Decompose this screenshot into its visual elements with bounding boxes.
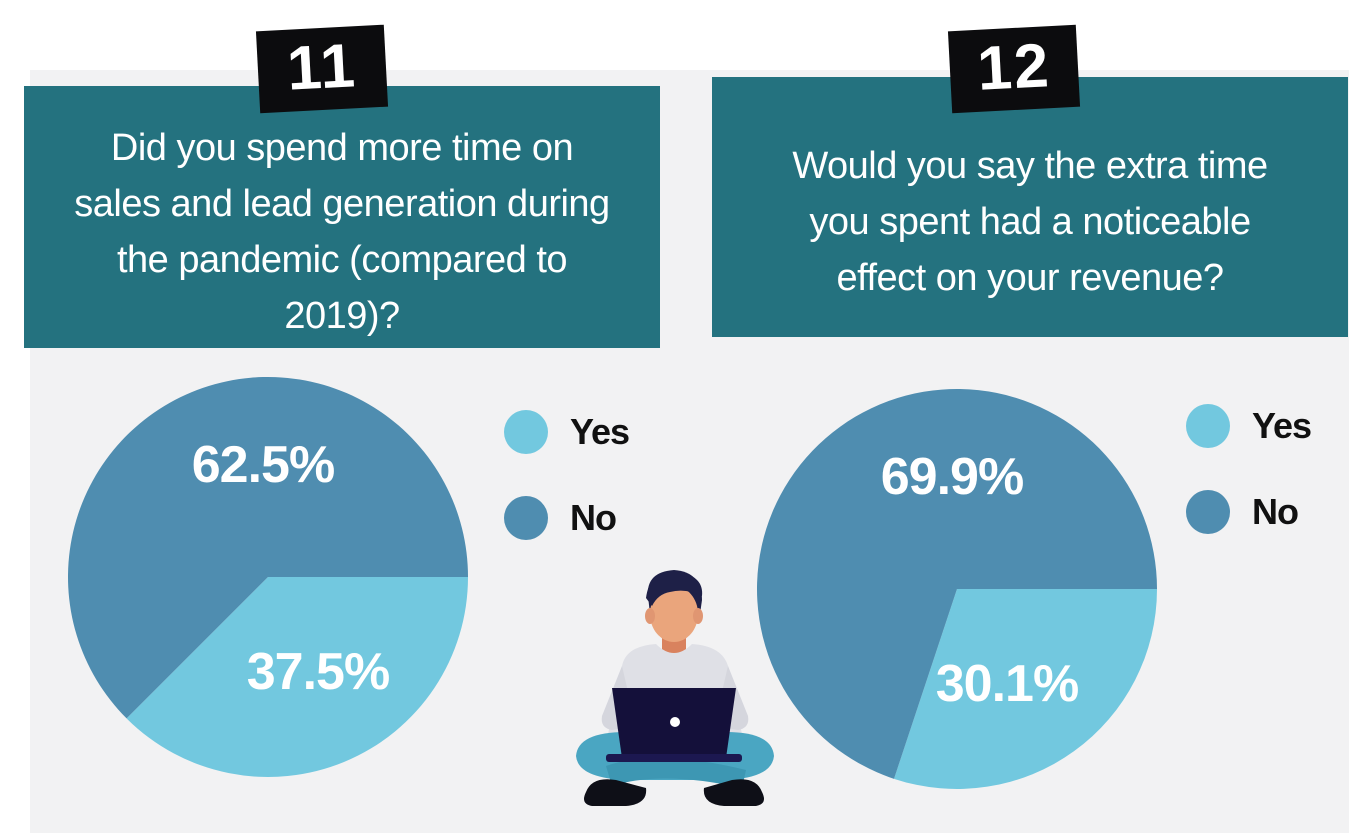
question-11-box: Did you spend more time on sales and lea… [24,86,660,348]
legend-item-no: No [1186,490,1311,534]
legend-swatch-yes [504,410,548,454]
pie-chart-question-12: 30.1% 69.9% [756,388,1157,789]
legend-item-yes: Yes [1186,404,1312,448]
question-number-12-badge: 12 [947,24,1081,114]
pie-chart-question-11: 37.5% 62.5% [67,376,468,777]
legend-label-yes: Yes [570,411,630,452]
pie-slice-yes [894,589,1157,789]
question-12-box: Would you say the extra time you spent h… [712,77,1348,337]
legend-swatch-no [1186,490,1230,534]
legend-label-no: No [570,497,617,538]
legend-swatch-yes [1186,404,1230,448]
pie-data-label-no: 62.5% [192,436,334,494]
person-with-laptop-icon [576,570,774,806]
pie-data-label-yes: 30.1% [936,655,1078,713]
legend-item-yes: Yes [504,410,630,454]
legend-question-12: Yes No [1186,404,1312,576]
pie-slice-yes [126,577,468,777]
legend-question-11: Yes No [504,410,630,582]
legend-label-yes: Yes [1252,405,1312,446]
question-number-11-badge: 11 [255,24,389,114]
legend-item-no: No [504,496,629,540]
legend-swatch-no [504,496,548,540]
pie-data-label-yes: 37.5% [247,643,389,701]
pie-slice-no [67,376,468,719]
legend-label-no: No [1252,491,1299,532]
question-11-text: Did you spend more time on sales and lea… [74,127,610,337]
question-12-text: Would you say the extra time you spent h… [792,145,1268,299]
pie-slice-no [756,388,1157,779]
pie-data-label-no: 69.9% [881,448,1023,506]
